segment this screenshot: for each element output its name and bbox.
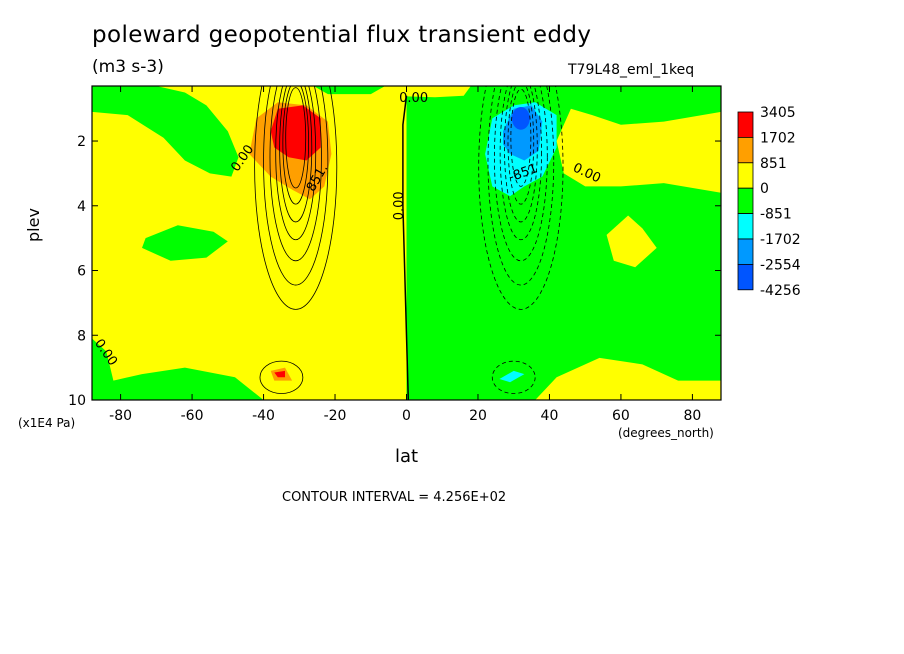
contour-negative-1	[507, 86, 535, 205]
colorbar-box-2	[737, 162, 754, 189]
contour-fills	[92, 86, 721, 400]
colorbar-box-3	[737, 187, 754, 214]
colorbar-box-6	[737, 263, 754, 291]
y-tick-label: 8	[77, 328, 86, 344]
colorbar-label-7: -4256	[760, 283, 801, 299]
colorbar-box-4	[737, 213, 754, 240]
contour-negative-5	[487, 86, 555, 286]
region-positive-mid-north	[606, 215, 657, 268]
x-tick-label: -40	[252, 408, 275, 424]
x-tick-label: 20	[469, 408, 487, 424]
y-axis: 2 4 6 8 10	[68, 134, 721, 409]
contour-positive-0	[285, 87, 307, 189]
contour-lines	[254, 86, 564, 400]
contour-low-positive	[259, 360, 304, 394]
contour-positive-6	[254, 86, 338, 310]
region-level-minus-4256	[511, 107, 530, 130]
y-tick-label: 4	[77, 199, 86, 215]
colorbar-label-4: -851	[760, 207, 792, 223]
colorbar-box-0	[737, 111, 754, 138]
colorbar-box-5	[737, 238, 754, 265]
run-id: T79L48_eml_1keq	[568, 62, 695, 78]
x-axis: -80 -60 -40 -20 0 20 40 60 80	[109, 86, 701, 424]
contour-positive-2	[279, 86, 313, 223]
contour-negative-0	[510, 88, 532, 187]
y-axis-multiplier: (x1E4 Pa)	[18, 416, 76, 430]
contour-negative-4	[494, 86, 548, 262]
chart-units: (m3 s-3)	[92, 57, 164, 77]
colorbar-box-1	[737, 136, 754, 164]
x-tick-label: -80	[109, 408, 132, 424]
region-positive-south	[92, 86, 407, 400]
contour-positive-5	[263, 86, 329, 286]
contour-label-1: 0.00	[399, 91, 428, 106]
contour-interval-note: CONTOUR INTERVAL = 4.256E+02	[282, 490, 507, 505]
x-axis-label: lat	[395, 446, 419, 467]
region-positive-top	[406, 86, 471, 98]
contour-negative-6	[478, 86, 564, 310]
region-negative-mid-south	[142, 225, 228, 261]
x-tick-label: 0	[402, 408, 411, 424]
colorbar-label-5: -1702	[760, 232, 801, 248]
x-tick-label: -60	[181, 408, 204, 424]
x-tick-label: 80	[683, 408, 701, 424]
y-tick-label: 6	[77, 264, 86, 280]
colorbar-label-0: 3405	[760, 105, 796, 121]
y-tick-label: 2	[77, 134, 86, 150]
contour-negative-3	[499, 86, 542, 241]
colorbar-label-3: 0	[760, 181, 769, 197]
region-low-positive-core	[274, 370, 285, 378]
region-negative-south-low	[92, 338, 264, 400]
contour-positive-4	[269, 86, 322, 262]
x-tick-label: -20	[324, 408, 347, 424]
colorbar-label-6: -2554	[760, 257, 801, 273]
x-axis-units: (degrees_north)	[618, 426, 714, 440]
chart-title: poleward geopotential flux transient edd…	[92, 22, 592, 48]
colorbar-label-2: 851	[760, 156, 787, 172]
colorbar-label-1: 1702	[760, 130, 796, 146]
contour-negative-2	[504, 86, 538, 223]
region-negative-south-high	[92, 86, 239, 177]
contour-label-0: 0.00	[392, 191, 407, 220]
contour-zero-equator	[402, 95, 410, 400]
region-positive-north-low	[535, 357, 721, 400]
contour-positive-3	[275, 86, 317, 241]
contour-low-negative	[491, 360, 536, 394]
region-low-negative	[499, 370, 525, 383]
region-negative-top	[256, 86, 386, 95]
x-tick-label: 60	[612, 408, 630, 424]
y-tick-label: 10	[68, 393, 86, 409]
x-tick-label: 40	[541, 408, 559, 424]
region-positive-north-high	[556, 98, 721, 193]
colorbar-legend: 3405 1702 851 0 -851 -1702 -2554 -4256	[737, 105, 801, 299]
contour-positive-1	[282, 86, 309, 205]
